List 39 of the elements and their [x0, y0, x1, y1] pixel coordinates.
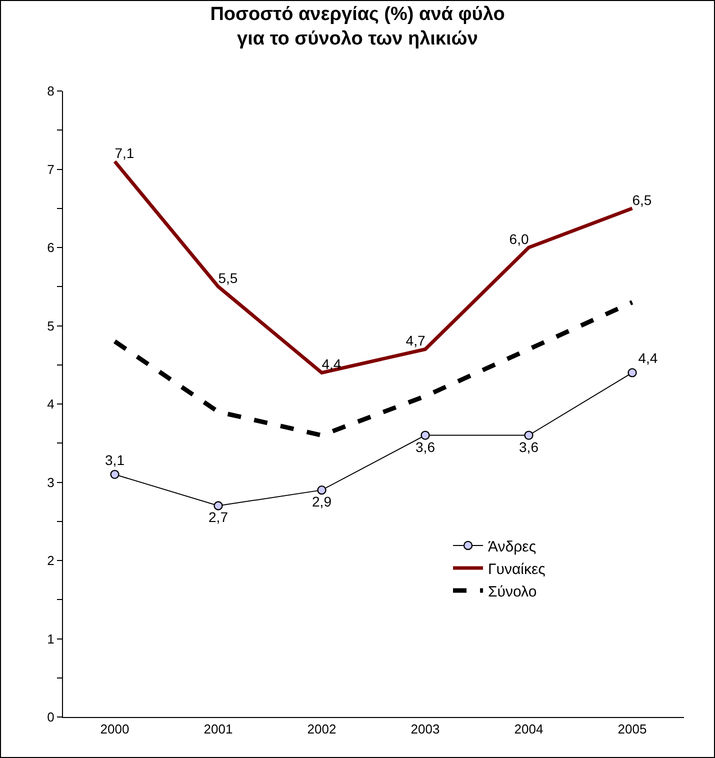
point [214, 501, 223, 510]
point [317, 485, 326, 495]
chart-title: Ποσοστό ανεργίας (%) ανά φύλο για το σύνολο των ηλικιών [210, 4, 505, 50]
y-tick-label: 2 [47, 553, 54, 568]
point [628, 368, 637, 378]
line-series [112, 300, 634, 438]
x-tick-label: 2004 [514, 722, 544, 737]
x-tick-label: 2000 [100, 722, 130, 737]
y-tick-label: 5 [47, 318, 54, 334]
x-tick-label: 2003 [410, 722, 440, 737]
point [110, 470, 120, 480]
data-label: 2,9 [312, 494, 332, 510]
data-label: 5,5 [218, 270, 238, 286]
data-label: 3,6 [416, 438, 436, 455]
y-tick-label: 4 [47, 396, 54, 412]
y-tick-label: 6 [47, 240, 54, 256]
y-tick-label: 7 [47, 162, 54, 177]
data-label: 6,0 [509, 231, 529, 247]
legend-label: Άνδρες [488, 538, 536, 556]
legend-label: Γυναίκες [488, 560, 546, 578]
data-label: 3,1 [105, 452, 125, 468]
point [420, 430, 430, 440]
data-label: 4,4 [638, 350, 658, 366]
line-series [113, 160, 634, 374]
y-tick-label: 8 [47, 84, 54, 99]
y-tick-label: 3 [47, 474, 54, 490]
data-label: 4,7 [406, 332, 426, 349]
x-tick-label: 2002 [307, 722, 336, 737]
data-label: 2,7 [208, 509, 228, 526]
point [524, 430, 534, 440]
x-tick-label: 2005 [618, 722, 647, 737]
y-tick-label: 1 [47, 631, 54, 646]
data-label: 6,5 [632, 192, 652, 208]
data-label: 3,6 [519, 438, 539, 455]
data-label: 4,4 [322, 356, 342, 372]
y-tick-label: 0 [47, 710, 54, 725]
data-label: 7,1 [114, 144, 134, 161]
x-tick-label: 2001 [204, 722, 233, 737]
legend-label: Σύνολο [488, 583, 537, 600]
